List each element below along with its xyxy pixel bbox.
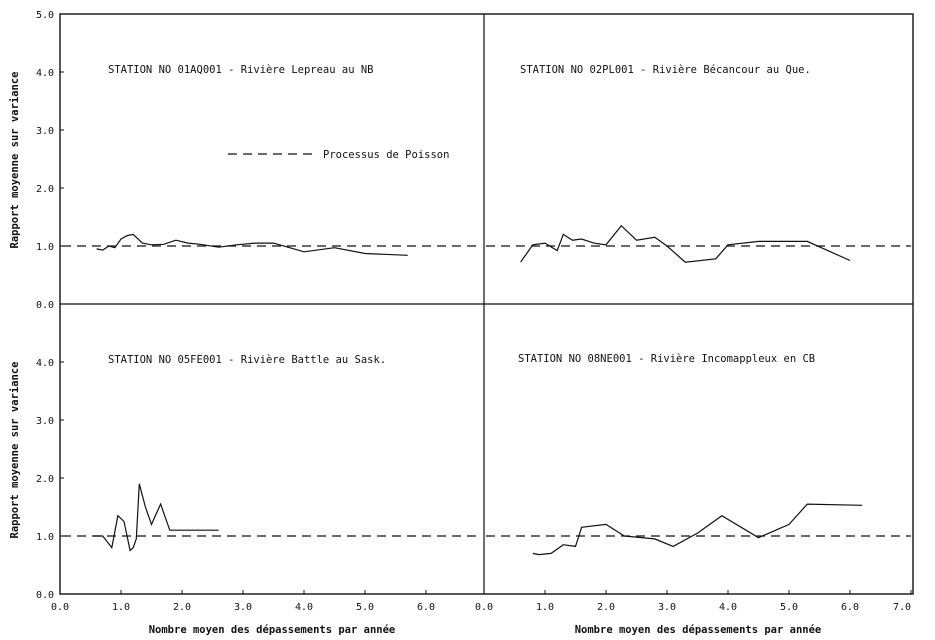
x-tick-label: 6.0	[417, 602, 435, 613]
y-tick-label: 1.0	[36, 532, 54, 543]
x-tick-label: 2.0	[173, 602, 191, 613]
y-tick-label: 1.0	[36, 242, 54, 253]
x-tick-label: 5.0	[780, 602, 798, 613]
x-tick-label: 2.0	[597, 602, 615, 613]
y-axis-label-top: Rapport moyenne sur variance	[9, 71, 21, 248]
panel-title-02PL001: STATION NO 02PL001 - Rivière Bécancour a…	[520, 64, 811, 76]
panel-title-08NE001: STATION NO 08NE001 - Rivière Incomappleu…	[518, 353, 815, 365]
y-tick-label: 0.0	[36, 300, 54, 311]
x-tick-label: 4.0	[719, 602, 737, 613]
series-line-panel-2	[520, 224, 851, 263]
y-tick-label: 3.0	[36, 416, 54, 427]
x-tick-label: 3.0	[658, 602, 676, 613]
panel-title-01AQ001: STATION NO 01AQ001 - Rivière Lepreau au …	[108, 64, 374, 76]
x-tick-label: 4.0	[295, 602, 313, 613]
y-tick-label: 2.0	[36, 184, 54, 195]
y-tick-label: 0.0	[36, 590, 54, 601]
x-tick-label: 0.0	[475, 602, 493, 613]
y-tick-label: 4.0	[36, 68, 54, 79]
series-line-panel-3	[93, 483, 219, 552]
x-tick-label: 1.0	[112, 602, 130, 613]
y-tick-label: 3.0	[36, 126, 54, 137]
x-tick-label: 0.0	[51, 602, 69, 613]
y-axis-label-bottom: Rapport moyenne sur variance	[9, 361, 21, 538]
x-tick-label: 1.0	[536, 602, 554, 613]
y-tick-label: 5.0	[36, 10, 54, 21]
series-line-panel-1	[96, 233, 408, 256]
x-axis-label-right: Nombre moyen des dépassements par année	[575, 624, 822, 636]
x-tick-label: 7.0	[893, 602, 911, 613]
x-axis-label-left: Nombre moyen des dépassements par année	[149, 624, 396, 636]
series-line-panel-4	[532, 503, 863, 556]
x-tick-label: 3.0	[234, 602, 252, 613]
x-tick-label: 5.0	[356, 602, 374, 613]
y-tick-label: 4.0	[36, 358, 54, 369]
y-tick-label: 2.0	[36, 474, 54, 485]
panel-title-05FE001: STATION NO 05FE001 - Rivière Battle au S…	[108, 354, 386, 366]
legend-poisson-label: Processus de Poisson	[323, 149, 449, 161]
x-tick-label: 6.0	[841, 602, 859, 613]
